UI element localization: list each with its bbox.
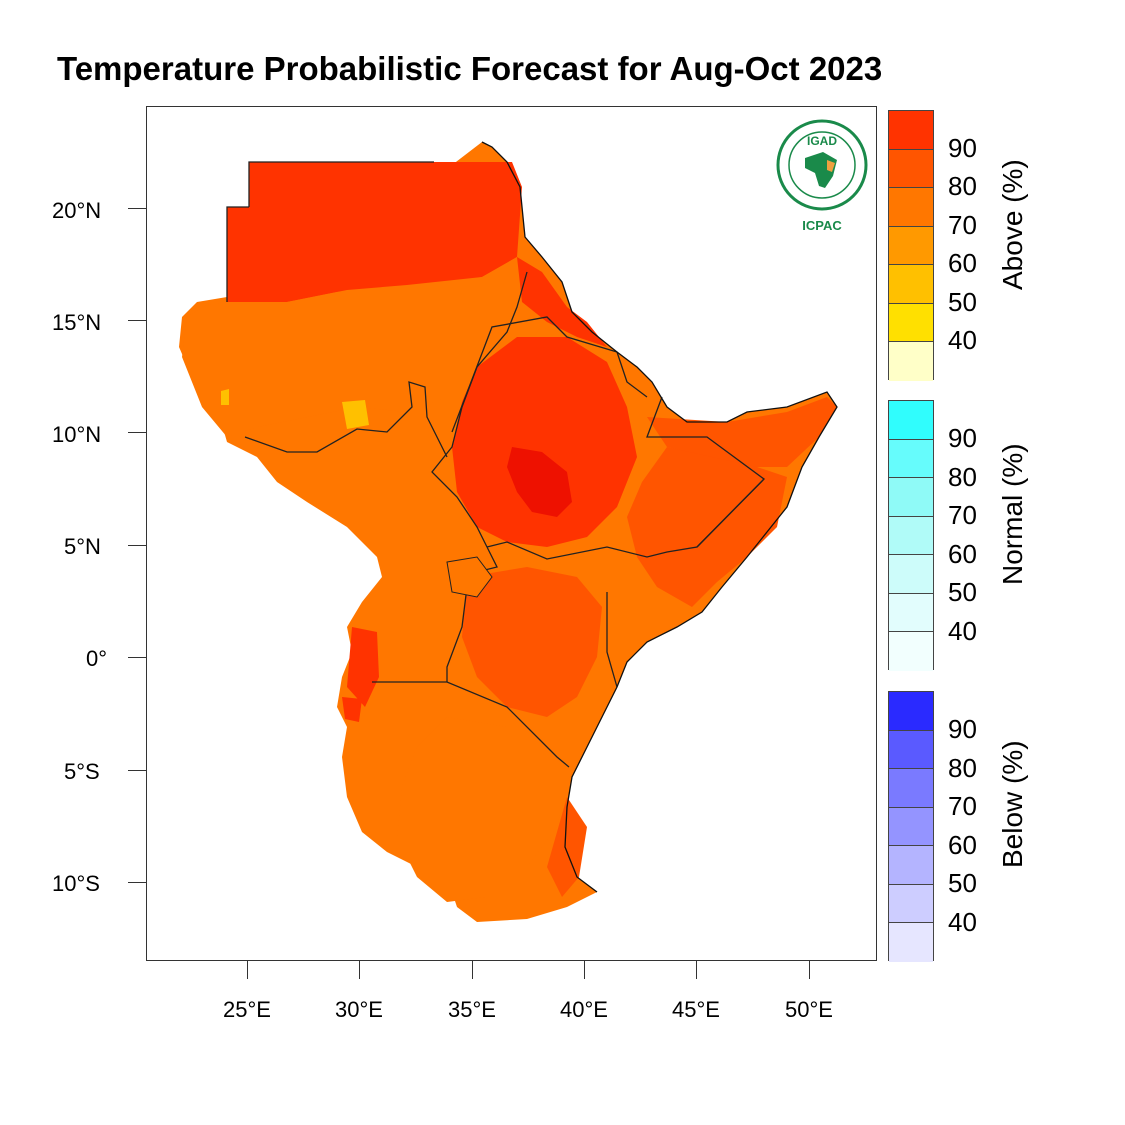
legend-tick: 80: [948, 171, 977, 201]
legend-swatch: [889, 769, 933, 808]
legend-tick: 60: [948, 248, 977, 278]
legend-tick: 60: [948, 539, 977, 569]
lon-tick: [247, 961, 248, 979]
region-sudan-mid: [182, 257, 547, 437]
forecast-map: [179, 141, 838, 922]
legend-tick: 70: [948, 210, 977, 240]
lon-tick: [472, 961, 473, 979]
region-ethiopia-peak: [507, 447, 572, 517]
region-kenya: [462, 567, 602, 717]
lat-tick: [128, 208, 146, 209]
legend-swatch: [889, 730, 933, 769]
legend-swatch: [889, 884, 933, 923]
lon-label: 35°E: [448, 997, 496, 1022]
legend-swatch: [889, 593, 933, 632]
lat-tick: [128, 320, 146, 321]
lat-label: 20°N: [52, 198, 102, 223]
legend-swatch: [889, 226, 933, 265]
coastline: [481, 141, 838, 893]
lat-tick: [128, 432, 146, 433]
legend-tick: 80: [948, 753, 977, 783]
legend-swatch: [889, 478, 933, 517]
lat-tick: [128, 657, 146, 658]
legend-tick: 50: [948, 868, 977, 898]
lon-label: 50°E: [785, 997, 833, 1022]
lon-label: 45°E: [672, 997, 720, 1022]
lat-label: 10°N: [52, 422, 102, 447]
legend-tick: 50: [948, 577, 977, 607]
legend-swatch: [889, 401, 933, 440]
region-horn: [647, 397, 837, 467]
legend-tick: 40: [948, 325, 977, 355]
legend-tick: 80: [948, 462, 977, 492]
lon-label: 25°E: [223, 997, 271, 1022]
legend-tick: 90: [948, 714, 977, 744]
lat-label: 15°N: [52, 310, 102, 335]
legend-swatch: [889, 846, 933, 885]
lat-label: 5°S: [64, 759, 100, 784]
lon-label: 40°E: [560, 997, 608, 1022]
legend-tick: 50: [948, 287, 977, 317]
lat-label: 10°S: [52, 871, 100, 896]
legend-tick: 40: [948, 907, 977, 937]
lat-tick: [128, 545, 146, 546]
lon-tick: [584, 961, 585, 979]
lat-tick: [128, 882, 146, 883]
region-west-edge-2: [342, 697, 362, 722]
legend-swatch: [889, 342, 933, 381]
igad-icpac-logo: IGAD ICPAC: [775, 118, 869, 238]
legend-swatch: [889, 923, 933, 962]
lon-tick: [809, 961, 810, 979]
legend-swatch: [889, 303, 933, 342]
region-tanzania-coast: [547, 797, 587, 897]
region-west-edge: [347, 627, 379, 707]
legend-below-title: Below (%): [997, 740, 1028, 868]
legend-swatch: [889, 439, 933, 478]
legend-swatch: [889, 188, 933, 227]
region-ethiopia-hot: [452, 337, 637, 547]
legend-swatch: [889, 265, 933, 304]
logo-bottom-text: ICPAC: [802, 218, 842, 233]
map-panel: [146, 106, 877, 961]
lat-label: 0°: [86, 646, 108, 671]
legend-swatch: [889, 632, 933, 671]
legend-tick: 60: [948, 830, 977, 860]
lake-victoria: [446, 556, 493, 598]
region-yellow-1: [342, 400, 369, 429]
lat-tick: [128, 770, 146, 771]
legend-below-bar: [888, 691, 934, 962]
legend-tick: 70: [948, 500, 977, 530]
legend-normal-bar: [888, 400, 934, 671]
legend-swatch: [889, 555, 933, 594]
legend-swatch: [889, 692, 933, 731]
legend-above-title: Above (%): [997, 159, 1028, 290]
region-tanzania: [397, 717, 567, 902]
legend-normal-title: Normal (%): [997, 443, 1028, 585]
legend-above-bar: [888, 110, 934, 381]
region-yellow-2: [221, 389, 229, 405]
legend-tick: 90: [948, 133, 977, 163]
lon-tick: [696, 961, 697, 979]
logo-top-text: IGAD: [807, 134, 837, 148]
map-title: Temperature Probabilistic Forecast for A…: [57, 50, 883, 87]
legend-tick: 70: [948, 791, 977, 821]
region-north-hot: [227, 162, 522, 302]
legend-swatch: [889, 807, 933, 846]
legend-swatch: [889, 516, 933, 555]
legend-tick: 90: [948, 423, 977, 453]
lat-label: 5°N: [64, 534, 101, 559]
lon-tick: [359, 961, 360, 979]
lon-label: 30°E: [335, 997, 383, 1022]
region-somalia: [627, 447, 787, 607]
legend-swatch: [889, 149, 933, 188]
legend-tick: 40: [948, 616, 977, 646]
legend-swatch: [889, 111, 933, 150]
